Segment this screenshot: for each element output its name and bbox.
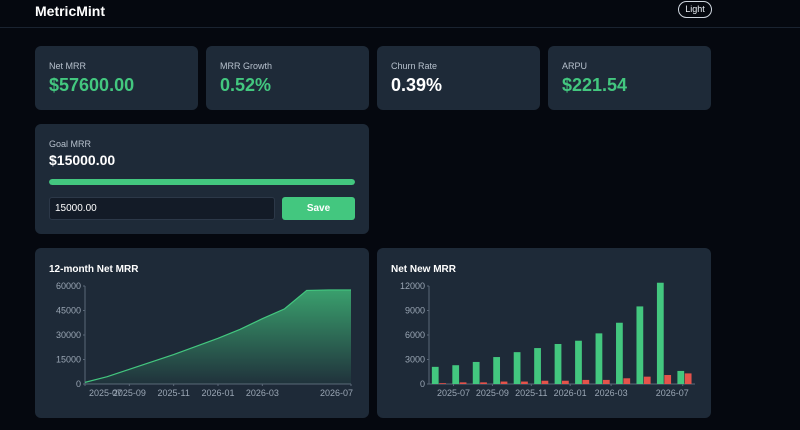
churned-mrr-bar — [521, 381, 528, 384]
new-mrr-bar — [636, 306, 644, 384]
kpi-label: ARPU — [562, 61, 588, 71]
x-tick-label: 2025-11 — [515, 388, 547, 398]
net-mrr-area — [85, 289, 351, 384]
new-mrr-bar — [677, 370, 685, 384]
x-tick-label: 2026-07 — [320, 388, 353, 398]
goal-mrr-input[interactable] — [49, 197, 275, 220]
x-tick-label: 2026-07 — [656, 388, 689, 398]
kpi-value: $57600.00 — [49, 75, 135, 95]
churned-mrr-bar — [664, 375, 672, 384]
net-new-mrr-chart-card: Net New MRR 0 3000 6000 9000 12000 2025-07 202… — [377, 248, 711, 418]
churned-mrr-bar — [623, 378, 631, 384]
y-tick-label: 30000 — [56, 330, 81, 340]
new-mrr-bar — [575, 340, 582, 384]
churned-mrr-bar — [439, 383, 446, 384]
kpi-value: $221.54 — [562, 75, 628, 95]
x-tick-label: 2025-11 — [157, 388, 189, 398]
y-tick-label: 0 — [420, 379, 425, 389]
y-tick-label: 0 — [76, 379, 81, 389]
new-mrr-bar — [616, 322, 623, 384]
kpi-value: 0.39% — [391, 75, 443, 95]
net-new-mrr-bar-chart: 0 3000 6000 9000 12000 2025-07 2025-09 2025-11 2… — [400, 281, 695, 398]
y-tick-label: 3000 — [405, 355, 425, 365]
kpi-label: MRR Growth — [220, 61, 273, 71]
net-mrr-chart-card: 12-month Net MRR 0 15000 30000 45000 60000 20… — [35, 248, 369, 418]
chart-title: Net New MRR — [391, 264, 457, 275]
goal-progress-fill — [49, 179, 355, 185]
churned-mrr-bar — [562, 380, 569, 384]
x-tick-label: 2026-03 — [246, 388, 279, 398]
churned-mrr-bar — [643, 376, 651, 384]
y-tick-label: 15000 — [56, 355, 81, 365]
new-mrr-bar — [493, 357, 501, 384]
kpi-value: 0.52% — [220, 75, 272, 95]
theme-toggle-button[interactable]: Light — [678, 1, 712, 18]
x-tick-label: 2026-01 — [554, 388, 587, 398]
new-mrr-bar — [534, 348, 541, 384]
kpi-card-mrr-growth: MRR Growth 0.52% — [206, 46, 369, 110]
goal-value: $15000.00 — [49, 152, 116, 168]
new-mrr-bar — [595, 333, 603, 384]
new-mrr-bar — [513, 352, 521, 384]
top-bar: MetricMint Light — [0, 0, 800, 28]
new-mrr-bar — [554, 343, 562, 384]
chart-title: 12-month Net MRR — [49, 264, 139, 275]
churned-mrr-bar — [459, 382, 467, 384]
x-tick-label: 2025-09 — [476, 388, 509, 398]
new-mrr-bar — [431, 366, 439, 384]
x-tick-label: 2025-09 — [113, 388, 146, 398]
y-tick-label: 60000 — [56, 281, 81, 291]
y-tick-label: 9000 — [405, 306, 425, 316]
goal-progress-bar — [49, 179, 355, 185]
y-tick-label: 45000 — [56, 306, 81, 316]
churned-mrr-bar — [582, 379, 590, 384]
new-mrr-bar — [472, 361, 480, 384]
churned-mrr-bar — [602, 379, 610, 384]
new-mrr-bar — [452, 365, 460, 384]
net-mrr-line — [84, 289, 351, 383]
y-tick-label: 12000 — [400, 281, 425, 291]
x-tick-label: 2026-03 — [595, 388, 628, 398]
churned-mrr-bar — [480, 382, 487, 384]
goal-label: Goal MRR — [49, 139, 92, 149]
kpi-label: Churn Rate — [391, 61, 438, 71]
churned-mrr-bar — [500, 381, 508, 384]
brand-logo: MetricMint — [35, 3, 105, 19]
new-mrr-bar — [656, 282, 664, 384]
y-tick-label: 6000 — [405, 330, 425, 340]
goal-mrr-card: Goal MRR $15000.00 Save — [35, 124, 369, 234]
churned-mrr-bar — [541, 380, 549, 384]
churned-mrr-bar — [684, 373, 692, 384]
kpi-card-arpu: ARPU $221.54 — [548, 46, 711, 110]
x-tick-label: 2025-07 — [89, 388, 122, 398]
x-tick-label: 2026-01 — [201, 388, 234, 398]
kpi-card-churn-rate: Churn Rate 0.39% — [377, 46, 540, 110]
kpi-label: Net MRR — [49, 61, 87, 71]
kpi-card-net-mrr: Net MRR $57600.00 — [35, 46, 198, 110]
save-button[interactable]: Save — [282, 197, 355, 220]
x-tick-label: 2025-07 — [437, 388, 470, 398]
